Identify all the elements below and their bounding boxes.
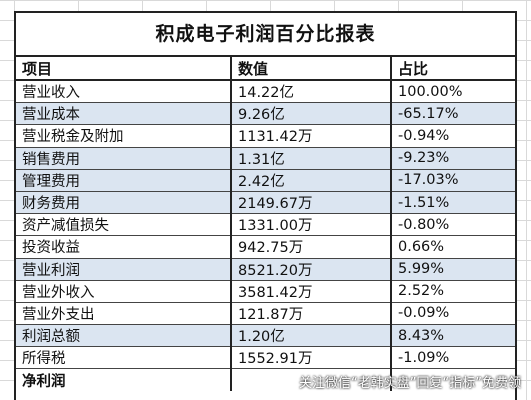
cell-ratio: -1.51% xyxy=(391,191,515,215)
report-table-container: 积成电子利润百分比报表 项目 数值 占比 营业收入 14.22亿 100.00% 营业… xyxy=(14,11,517,400)
watermark-text: 关注微信“老韩实盘”回复“指标”免费领 xyxy=(299,376,521,391)
cell-item: 财务费用 xyxy=(16,191,232,215)
header-ratio: 占比 xyxy=(391,57,515,81)
table-row: 营业外收入 3581.42万 2.52% xyxy=(16,280,515,303)
cell-value: 3581.42万 xyxy=(231,280,392,303)
cell-item: 营业税金及附加 xyxy=(16,124,232,148)
cell-value: 9.26亿 xyxy=(231,102,392,126)
cell-item: 营业外收入 xyxy=(16,280,232,303)
cell-item: 营业利润 xyxy=(16,258,232,281)
report-title: 积成电子利润百分比报表 xyxy=(16,13,515,57)
cell-item: 管理费用 xyxy=(16,169,232,192)
cell-item: 营业外支出 xyxy=(16,302,232,326)
cell-item: 投资收益 xyxy=(16,235,232,259)
table-row: 销售费用 1.31亿 -9.23% xyxy=(16,147,515,170)
table-row: 管理费用 2.42亿 -17.03% xyxy=(16,169,515,192)
cell-item: 净利润 xyxy=(16,368,232,391)
cell-value: 942.75万 xyxy=(231,235,392,259)
cell-value: 1131.42万 xyxy=(231,124,392,148)
cell-value: 2149.67万 xyxy=(231,191,392,215)
table-row: 营业利润 8521.20万 5.99% xyxy=(16,258,515,281)
cell-ratio: 2.52% xyxy=(391,280,515,303)
cell-item: 资产减值损失 xyxy=(16,213,232,237)
cell-ratio: 0.66% xyxy=(391,235,515,259)
cell-ratio: -9.23% xyxy=(391,147,515,170)
table-row: 营业收入 14.22亿 100.00% xyxy=(16,80,515,104)
profit-table: 项目 数值 占比 营业收入 14.22亿 100.00% 营业成本 9.26亿 -65.1… xyxy=(16,57,515,391)
table-row: 营业成本 9.26亿 -65.17% xyxy=(16,102,515,126)
cell-item: 销售费用 xyxy=(16,147,232,170)
table-row: 财务费用 2149.67万 -1.51% xyxy=(16,191,515,215)
cell-ratio: -1.09% xyxy=(391,346,515,370)
cell-value: 1331.00万 xyxy=(231,213,392,237)
table-row: 营业外支出 121.87万 -0.09% xyxy=(16,302,515,326)
cell-value: 1.20亿 xyxy=(231,324,392,348)
cell-value: 1552.91万 xyxy=(231,346,392,370)
table-row: 投资收益 942.75万 0.66% xyxy=(16,235,515,259)
cell-value: 2.42亿 xyxy=(231,169,392,192)
cell-ratio: -65.17% xyxy=(391,102,515,126)
cell-value: 121.87万 xyxy=(231,302,392,326)
cell-ratio: 8.43% xyxy=(391,324,515,348)
table-row: 利润总额 1.20亿 8.43% xyxy=(16,324,515,348)
cell-ratio: 100.00% xyxy=(391,80,515,104)
table-row: 所得税 1552.91万 -1.09% xyxy=(16,346,515,370)
cell-ratio: -0.80% xyxy=(391,213,515,237)
table-row: 营业税金及附加 1131.42万 -0.94% xyxy=(16,124,515,148)
cell-value xyxy=(231,368,392,391)
cell-item: 营业成本 xyxy=(16,102,232,126)
cell-item: 利润总额 xyxy=(16,324,232,348)
cell-ratio: -17.03% xyxy=(391,169,515,192)
header-item: 项目 xyxy=(16,57,232,81)
cell-value: 8521.20万 xyxy=(231,258,392,281)
cell-ratio: -0.09% xyxy=(391,302,515,326)
header-value: 数值 xyxy=(231,57,392,81)
cell-ratio: -0.94% xyxy=(391,124,515,148)
cell-value: 14.22亿 xyxy=(231,80,392,104)
cell-ratio: 5.99% xyxy=(391,258,515,281)
cell-value: 1.31亿 xyxy=(231,147,392,170)
table-row: 净利润 xyxy=(16,368,515,391)
header-row: 项目 数值 占比 xyxy=(16,57,515,81)
cell-item: 营业收入 xyxy=(16,80,232,104)
cell-item: 所得税 xyxy=(16,346,232,370)
table-row: 资产减值损失 1331.00万 -0.80% xyxy=(16,213,515,237)
